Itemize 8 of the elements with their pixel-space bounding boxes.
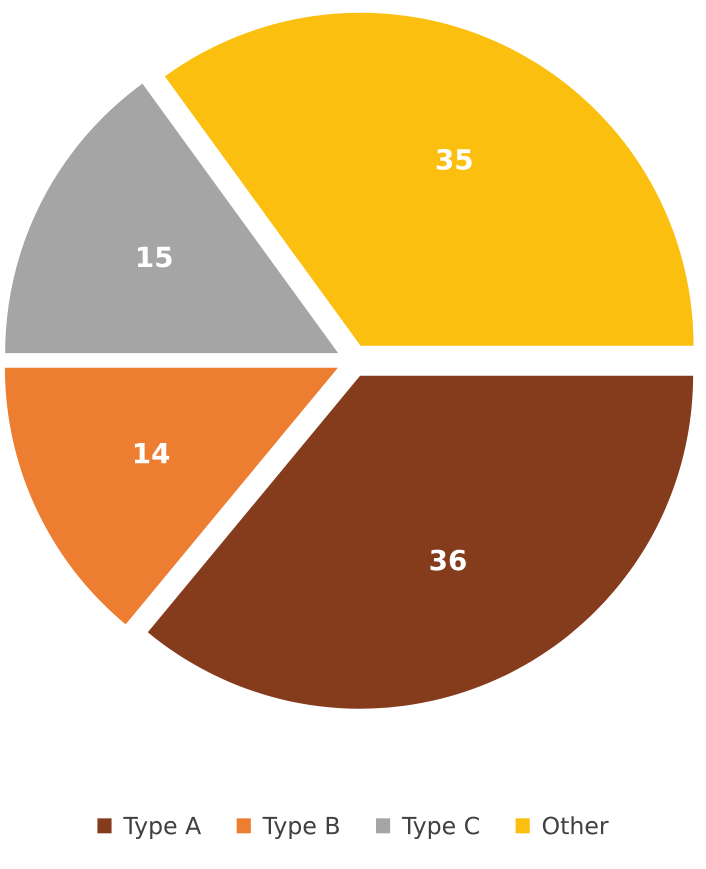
- legend-label: Type C: [402, 816, 479, 840]
- data-label: 15: [138, 246, 172, 268]
- legend-label: Type B: [262, 816, 339, 840]
- data-label: 35: [436, 148, 472, 170]
- data-label: 14: [134, 443, 170, 464]
- legend-label: Type A: [123, 816, 202, 840]
- data-label: 36: [430, 550, 466, 571]
- legend-label: Other: [542, 816, 609, 834]
